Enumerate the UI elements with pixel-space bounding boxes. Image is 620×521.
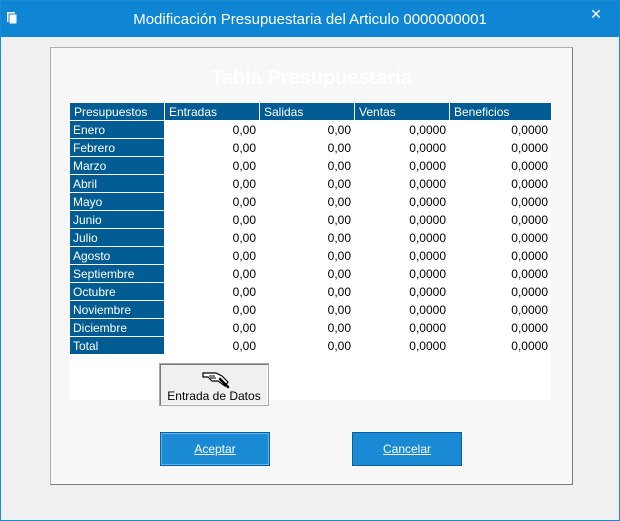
cell-beneficios[interactable]: 0,0000 — [449, 156, 551, 175]
cell-entradas[interactable]: 0,00 — [164, 192, 260, 211]
cell-entradas[interactable]: 0,00 — [164, 300, 260, 319]
cell-beneficios[interactable]: 0,0000 — [449, 300, 551, 319]
cancelar-button[interactable]: Cancelar — [352, 432, 462, 466]
cell-ventas[interactable]: 0,0000 — [354, 138, 450, 157]
cell-entradas[interactable]: 0,00 — [164, 210, 260, 229]
cell-ventas[interactable]: 0,0000 — [354, 192, 450, 211]
row-header-abril[interactable]: Abril — [69, 174, 165, 193]
hand-writing-icon — [202, 372, 230, 389]
cell-salidas[interactable]: 0,00 — [259, 210, 355, 229]
cell-salidas[interactable]: 0,00 — [259, 282, 355, 301]
cell-beneficios[interactable]: 0,0000 — [449, 210, 551, 229]
row-header-agosto[interactable]: Agosto — [69, 246, 165, 265]
app-icon — [7, 12, 17, 24]
cell-entradas[interactable]: 0,00 — [164, 246, 260, 265]
cell-salidas[interactable]: 0,00 — [259, 192, 355, 211]
cell-beneficios[interactable]: 0,0000 — [449, 282, 551, 301]
column-header-ventas[interactable]: Ventas — [354, 102, 450, 121]
panel-title: Tabla Presupuestaria — [211, 67, 412, 89]
cell-entradas[interactable]: 0,00 — [164, 228, 260, 247]
cell-entradas[interactable]: 0,00 — [164, 174, 260, 193]
table-row: Marzo 0,00 0,00 0,0000 0,0000 — [69, 156, 551, 175]
cell-ventas[interactable]: 0,0000 — [354, 156, 450, 175]
cell-entradas[interactable]: 0,00 — [164, 156, 260, 175]
window-title: Modificación Presupuestaria del Articulo… — [133, 11, 487, 28]
cell-salidas[interactable]: 0,00 — [259, 138, 355, 157]
cell-salidas[interactable]: 0,00 — [259, 300, 355, 319]
budget-table: Presupuestos Entradas Salidas Ventas Ben… — [69, 102, 551, 355]
cell-ventas[interactable]: 0,0000 — [354, 300, 450, 319]
table-row: Mayo 0,00 0,00 0,0000 0,0000 — [69, 192, 551, 211]
cell-beneficios[interactable]: 0,0000 — [449, 246, 551, 265]
row-header-julio[interactable]: Julio — [69, 228, 165, 247]
table-row: Abril 0,00 0,00 0,0000 0,0000 — [69, 174, 551, 193]
row-header-marzo[interactable]: Marzo — [69, 156, 165, 175]
cell-beneficios[interactable]: 0,0000 — [449, 120, 551, 139]
column-header-beneficios[interactable]: Beneficios — [449, 102, 551, 121]
cell-salidas[interactable]: 0,00 — [259, 318, 355, 337]
table-row: Total 0,00 0,00 0,0000 0,0000 — [69, 336, 551, 355]
cell-beneficios[interactable]: 0,0000 — [449, 174, 551, 193]
cell-ventas[interactable]: 0,0000 — [354, 246, 450, 265]
row-header-septiembre[interactable]: Septiembre — [69, 264, 165, 283]
cell-beneficios[interactable]: 0,0000 — [449, 138, 551, 157]
cell-beneficios[interactable]: 0,0000 — [449, 318, 551, 337]
budget-grid[interactable]: Presupuestos Entradas Salidas Ventas Ben… — [69, 102, 551, 400]
budget-panel: Tabla Presupuestaria Presupuestos Entrad… — [50, 47, 573, 485]
cell-beneficios[interactable]: 0,0000 — [449, 228, 551, 247]
cell-ventas[interactable]: 0,0000 — [354, 120, 450, 139]
cell-ventas[interactable]: 0,0000 — [354, 264, 450, 283]
table-row: Enero 0,00 0,00 0,0000 0,0000 — [69, 120, 551, 139]
row-header-junio[interactable]: Junio — [69, 210, 165, 229]
row-header-total[interactable]: Total — [69, 336, 165, 355]
cell-salidas[interactable]: 0,00 — [259, 228, 355, 247]
cell-salidas[interactable]: 0,00 — [259, 120, 355, 139]
cell-entradas[interactable]: 0,00 — [164, 318, 260, 337]
cell-salidas[interactable]: 0,00 — [259, 156, 355, 175]
cell-beneficios[interactable]: 0,0000 — [449, 264, 551, 283]
table-header-row: Presupuestos Entradas Salidas Ventas Ben… — [69, 102, 551, 121]
row-header-mayo[interactable]: Mayo — [69, 192, 165, 211]
table-row: Agosto 0,00 0,00 0,0000 0,0000 — [69, 246, 551, 265]
aceptar-button[interactable]: Aceptar — [160, 432, 270, 466]
cell-entradas[interactable]: 0,00 — [164, 264, 260, 283]
cell-ventas[interactable]: 0,0000 — [354, 318, 450, 337]
cell-salidas[interactable]: 0,00 — [259, 336, 355, 355]
close-button[interactable]: ✕ — [573, 1, 619, 29]
cell-ventas[interactable]: 0,0000 — [354, 282, 450, 301]
cell-beneficios[interactable]: 0,0000 — [449, 336, 551, 355]
table-row: Diciembre 0,00 0,00 0,0000 0,0000 — [69, 318, 551, 337]
column-header-salidas[interactable]: Salidas — [259, 102, 355, 121]
cell-ventas[interactable]: 0,0000 — [354, 210, 450, 229]
cell-entradas[interactable]: 0,00 — [164, 138, 260, 157]
cell-ventas[interactable]: 0,0000 — [354, 174, 450, 193]
title-bar[interactable]: Modificación Presupuestaria del Articulo… — [1, 1, 619, 37]
column-header-entradas[interactable]: Entradas — [164, 102, 260, 121]
row-header-febrero[interactable]: Febrero — [69, 138, 165, 157]
entrada-de-datos-label: Entrada de Datos — [167, 389, 261, 403]
table-row: Febrero 0,00 0,00 0,0000 0,0000 — [69, 138, 551, 157]
cell-salidas[interactable]: 0,00 — [259, 174, 355, 193]
close-icon[interactable]: ✕ — [590, 6, 602, 22]
cell-ventas[interactable]: 0,0000 — [354, 228, 450, 247]
row-header-diciembre[interactable]: Diciembre — [69, 318, 165, 337]
cell-ventas[interactable]: 0,0000 — [354, 336, 450, 355]
cell-salidas[interactable]: 0,00 — [259, 246, 355, 265]
entrada-de-datos-button[interactable]: Entrada de Datos — [159, 363, 269, 406]
cell-beneficios[interactable]: 0,0000 — [449, 192, 551, 211]
column-header-presupuestos[interactable]: Presupuestos — [69, 102, 165, 121]
cell-salidas[interactable]: 0,00 — [259, 264, 355, 283]
row-header-noviembre[interactable]: Noviembre — [69, 300, 165, 319]
table-row: Junio 0,00 0,00 0,0000 0,0000 — [69, 210, 551, 229]
row-header-octubre[interactable]: Octubre — [69, 282, 165, 301]
table-row: Septiembre 0,00 0,00 0,0000 0,0000 — [69, 264, 551, 283]
table-row: Julio 0,00 0,00 0,0000 0,0000 — [69, 228, 551, 247]
table-row: Noviembre 0,00 0,00 0,0000 0,0000 — [69, 300, 551, 319]
table-row: Octubre 0,00 0,00 0,0000 0,0000 — [69, 282, 551, 301]
cell-entradas[interactable]: 0,00 — [164, 336, 260, 355]
cell-entradas[interactable]: 0,00 — [164, 282, 260, 301]
row-header-enero[interactable]: Enero — [69, 120, 165, 139]
cell-entradas[interactable]: 0,00 — [164, 120, 260, 139]
